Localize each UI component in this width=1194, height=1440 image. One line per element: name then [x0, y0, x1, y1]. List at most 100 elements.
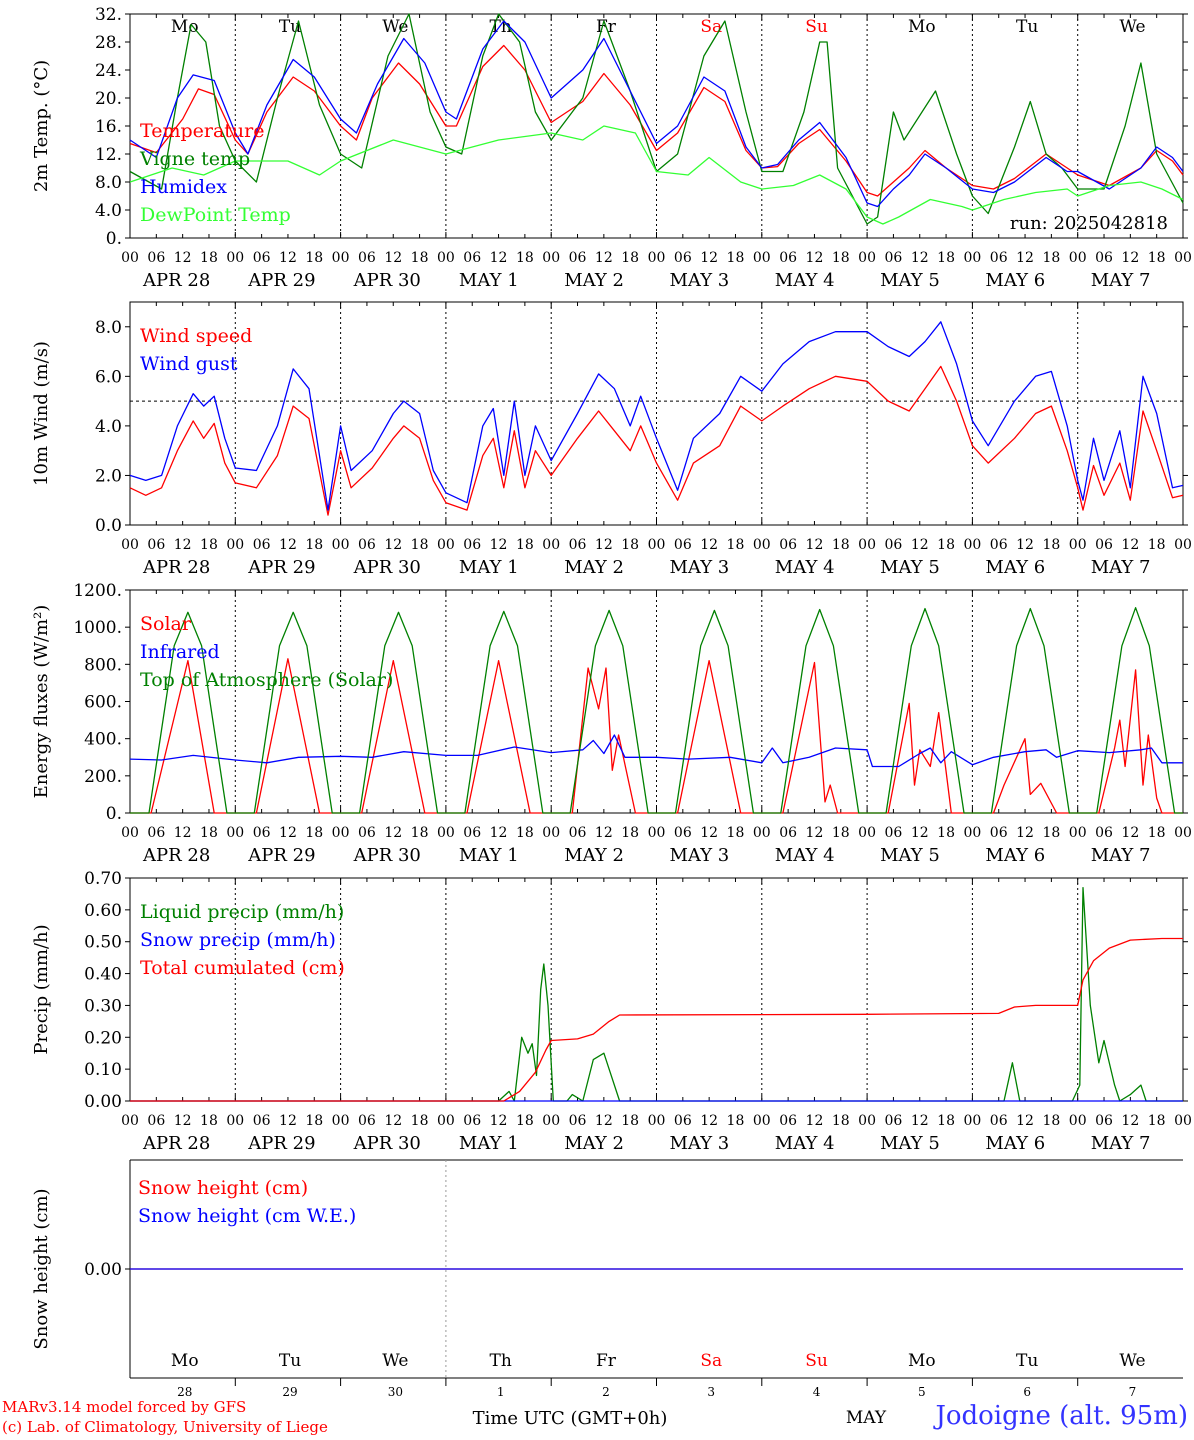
- y-tick-label: 0.20: [84, 1028, 122, 1048]
- hour-tick-label: 06: [463, 825, 481, 841]
- hour-tick-label: 06: [779, 1113, 797, 1129]
- y-tick-label: 4.0: [95, 417, 122, 437]
- hour-tick-label: 12: [1016, 537, 1034, 553]
- hour-tick-label: 18: [621, 537, 639, 553]
- hour-tick-label: 18: [305, 537, 323, 553]
- hour-tick-label: 00: [963, 537, 981, 553]
- hour-tick-label: 18: [1148, 537, 1166, 553]
- y-tick-label: 12.: [95, 145, 122, 165]
- legend-entry: Snow height (cm W.E.): [138, 1205, 356, 1227]
- hour-tick-label: 18: [621, 250, 639, 266]
- day-number-label: 30: [388, 1385, 403, 1399]
- legend-entry: Liquid precip (mm/h): [140, 901, 344, 923]
- date-label: MAY 3: [670, 557, 730, 578]
- y-axis-label: Energy fluxes (W/m²): [31, 605, 52, 799]
- day-name-label: Tu: [1016, 17, 1038, 37]
- y-tick-label: 20.: [95, 89, 122, 109]
- day-name-label: Tu: [1016, 1351, 1038, 1371]
- hour-tick-label: 18: [937, 1113, 955, 1129]
- hour-tick-label: 12: [911, 825, 929, 841]
- hour-tick-label: 18: [621, 825, 639, 841]
- hour-tick-label: 12: [174, 250, 192, 266]
- hour-tick-label: 06: [569, 537, 587, 553]
- hour-tick-label: 18: [727, 1113, 745, 1129]
- hour-tick-label: 18: [937, 537, 955, 553]
- hour-tick-label: 00: [648, 250, 666, 266]
- y-tick-label: 28.: [95, 33, 122, 53]
- hour-tick-label: 18: [937, 825, 955, 841]
- run-label: run: 2025042818: [1010, 213, 1168, 234]
- hour-tick-label: 06: [147, 825, 165, 841]
- hour-tick-label: 18: [1148, 1113, 1166, 1129]
- hour-tick-label: 18: [516, 250, 534, 266]
- date-label: MAY 3: [670, 845, 730, 866]
- y-axis-label: 10m Wind (m/s): [31, 341, 52, 486]
- hour-tick-label: 00: [332, 825, 350, 841]
- hour-tick-label: 06: [1095, 825, 1113, 841]
- hour-tick-label: 00: [858, 250, 876, 266]
- hour-tick-label: 00: [753, 537, 771, 553]
- hour-tick-label: 12: [174, 1113, 192, 1129]
- y-tick-label: 32.: [95, 5, 122, 25]
- hour-tick-label: 12: [384, 825, 402, 841]
- hour-tick-label: 00: [858, 1113, 876, 1129]
- date-label: APR 30: [353, 1133, 421, 1154]
- hour-tick-label: 18: [200, 1113, 218, 1129]
- hour-tick-label: 00: [226, 537, 244, 553]
- hour-tick-label: 12: [279, 537, 297, 553]
- hour-tick-label: 06: [569, 1113, 587, 1129]
- series-line: [129, 321, 1184, 511]
- hour-tick-label: 06: [674, 1113, 692, 1129]
- hour-tick-label: 00: [332, 537, 350, 553]
- day-number-label: 5: [918, 1385, 926, 1399]
- y-axis-label: Precip (mm/h): [31, 924, 52, 1054]
- date-label: MAY 4: [775, 1133, 835, 1154]
- date-label: MAY 2: [564, 845, 624, 866]
- legend-entry: Temperature: [140, 120, 264, 142]
- day-name-label: Su: [805, 1351, 828, 1371]
- legend-entry: Snow precip (mm/h): [140, 929, 336, 951]
- hour-tick-label: 00: [121, 825, 139, 841]
- hour-tick-label: 18: [727, 537, 745, 553]
- hour-tick-label: 06: [885, 537, 903, 553]
- hour-tick-label: 00: [858, 537, 876, 553]
- day-number-label: 4: [813, 1385, 821, 1399]
- hour-tick-label: 00: [963, 825, 981, 841]
- hour-tick-label: 18: [832, 250, 850, 266]
- hour-tick-label: 12: [1121, 537, 1139, 553]
- date-label: MAY 4: [775, 557, 835, 578]
- hour-tick-label: 18: [1042, 537, 1060, 553]
- date-label: MAY 6: [985, 270, 1045, 291]
- day-number-label: 6: [1023, 1385, 1031, 1399]
- y-tick-label: 24.: [95, 61, 122, 81]
- date-label: MAY 2: [564, 1133, 624, 1154]
- date-label: MAY 5: [880, 270, 940, 291]
- y-tick-label: 0.00: [84, 1092, 122, 1112]
- day-number-label: 29: [282, 1385, 297, 1399]
- hour-tick-label: 12: [174, 825, 192, 841]
- hour-tick-label: 12: [595, 250, 613, 266]
- series-line: [130, 607, 1183, 814]
- hour-tick-label: 18: [937, 250, 955, 266]
- y-tick-label: 0.10: [84, 1060, 122, 1080]
- y-tick-label: 0.: [106, 229, 122, 249]
- date-label: MAY 3: [670, 1133, 730, 1154]
- hour-tick-label: 12: [490, 1113, 508, 1129]
- hour-tick-label: 00: [1174, 537, 1192, 553]
- y-tick-label: 1000.: [73, 618, 122, 638]
- y-tick-label: 16.: [95, 117, 122, 137]
- date-label: MAY 1: [459, 270, 519, 291]
- hour-tick-label: 06: [463, 250, 481, 266]
- hour-tick-label: 00: [121, 1113, 139, 1129]
- hour-tick-label: 18: [1148, 825, 1166, 841]
- hour-tick-label: 06: [463, 537, 481, 553]
- hour-tick-label: 18: [727, 825, 745, 841]
- hour-tick-label: 06: [674, 537, 692, 553]
- day-name-label: Mo: [171, 1351, 199, 1371]
- hour-tick-label: 18: [305, 1113, 323, 1129]
- legend-entry: Top of Atmosphere (Solar): [140, 669, 393, 691]
- hour-tick-label: 12: [700, 537, 718, 553]
- hour-tick-label: 18: [516, 537, 534, 553]
- hour-tick-label: 00: [963, 1113, 981, 1129]
